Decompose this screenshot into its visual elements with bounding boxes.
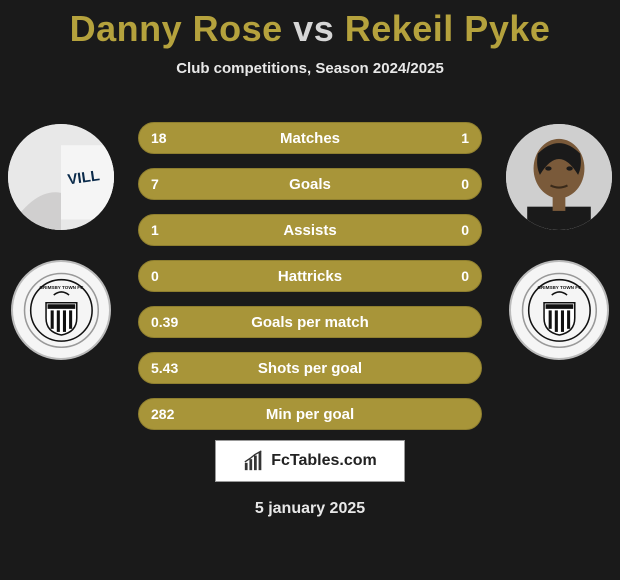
stat-label: Hattricks <box>139 268 481 285</box>
branding-badge[interactable]: FcTables.com <box>215 440 405 482</box>
player-2-avatar <box>506 124 612 230</box>
stat-label: Goals per match <box>139 314 481 331</box>
player-2-photo-icon <box>506 124 612 230</box>
stat-row: 0.39Goals per match <box>138 306 482 338</box>
club-crest-icon: GRIMSBY TOWN FC <box>23 272 100 349</box>
stat-player-1-value: 18 <box>151 130 167 146</box>
stat-player-2-value: 0 <box>461 222 469 238</box>
stat-player-1-value: 0 <box>151 268 159 284</box>
season-subtitle: Club competitions, Season 2024/2025 <box>0 60 620 77</box>
player-2-name: Rekeil Pyke <box>345 8 551 49</box>
stat-player-1-value: 0.39 <box>151 314 178 330</box>
stat-row: 7Goals0 <box>138 168 482 200</box>
player-1-photo-icon: VILL <box>8 124 114 230</box>
snapshot-date: 5 january 2025 <box>255 500 365 518</box>
stat-player-1-value: 1 <box>151 222 159 238</box>
svg-text:GRIMSBY TOWN FC: GRIMSBY TOWN FC <box>39 284 84 289</box>
stat-label: Matches <box>139 130 481 147</box>
branding-text: FcTables.com <box>271 452 377 470</box>
stat-player-2-value: 0 <box>461 268 469 284</box>
chart-icon <box>243 450 265 472</box>
stat-row: 1Assists0 <box>138 214 482 246</box>
stat-row: 18Matches1 <box>138 122 482 154</box>
stat-player-1-value: 7 <box>151 176 159 192</box>
player-2-club-crest: GRIMSBY TOWN FC <box>509 260 609 360</box>
comparison-title: Danny Rose vs Rekeil Pyke <box>0 8 620 50</box>
stat-label: Goals <box>139 176 481 193</box>
player-1-name: Danny Rose <box>70 8 283 49</box>
stat-player-2-value: 1 <box>461 130 469 146</box>
stat-row: 5.43Shots per goal <box>138 352 482 384</box>
club-crest-icon: GRIMSBY TOWN FC <box>521 272 598 349</box>
stat-label: Shots per goal <box>139 360 481 377</box>
stat-row: 282Min per goal <box>138 398 482 430</box>
player-1-club-crest: GRIMSBY TOWN FC <box>11 260 111 360</box>
stat-player-1-value: 282 <box>151 406 174 422</box>
stats-table: 18Matches17Goals01Assists00Hattricks00.3… <box>138 122 482 430</box>
stat-player-2-value: 0 <box>461 176 469 192</box>
player-1-avatar: VILL <box>8 124 114 230</box>
svg-text:GRIMSBY TOWN FC: GRIMSBY TOWN FC <box>537 284 582 289</box>
stat-player-1-value: 5.43 <box>151 360 178 376</box>
stat-label: Assists <box>139 222 481 239</box>
vs-separator: vs <box>293 8 334 49</box>
stat-row: 0Hattricks0 <box>138 260 482 292</box>
stat-label: Min per goal <box>139 406 481 423</box>
